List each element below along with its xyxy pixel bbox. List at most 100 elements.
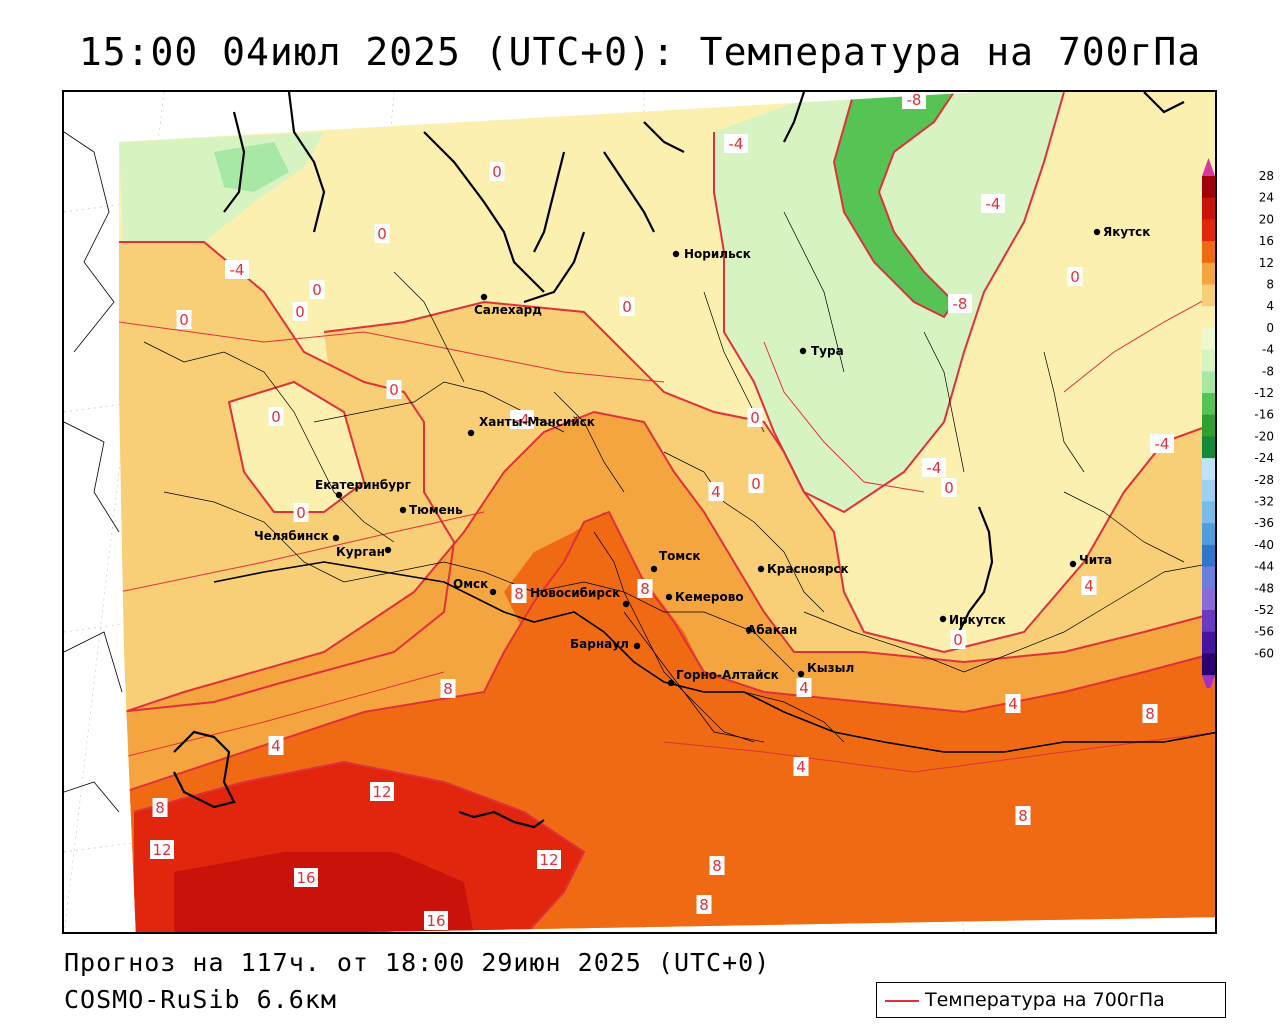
contour-label-box: [294, 868, 318, 887]
contour-label-box: [981, 194, 1005, 213]
contour-label-40: 16: [424, 911, 448, 930]
city-dot: [622, 600, 630, 608]
city-10: Омск: [453, 577, 497, 596]
contour-label-box: [511, 584, 527, 603]
contour-label-23: 4: [1081, 576, 1097, 595]
contour-label-box: [1081, 576, 1097, 595]
map-title: 15:00 04июл 2025 (UTC+0): Температура на…: [78, 30, 1202, 74]
contour-label-35: 8: [1015, 806, 1031, 825]
contour-label-text: 0: [377, 225, 387, 243]
scale-cell: [1202, 176, 1215, 199]
contour-label-text: 4: [271, 737, 281, 755]
scale-cell: [1202, 588, 1215, 611]
contour-label-box: [152, 798, 168, 817]
city-dot: [384, 546, 392, 554]
contour-label-text: 12: [152, 841, 171, 859]
contour-label-text: 16: [296, 869, 315, 887]
city-3: Салехард: [474, 293, 542, 317]
contour-label-4: 0: [374, 224, 390, 243]
legend: Температура на 700гПа: [876, 982, 1226, 1018]
contour-label-30: 8: [1142, 704, 1158, 723]
city-dot: [332, 534, 340, 542]
state-border: [213, 561, 1215, 753]
model-info: COSMO-RuSib 6.6км: [64, 985, 337, 1014]
scale-cell: [1202, 371, 1215, 394]
city-8: Челябинск: [254, 529, 340, 543]
contour-label-text: 0: [295, 303, 305, 321]
city-label: Кызыл: [807, 661, 854, 675]
contour-label-box: [293, 503, 309, 522]
contour-label-box: [724, 134, 748, 153]
scale-cell: [1202, 327, 1215, 351]
contour-label-7: -4: [981, 194, 1005, 213]
scale-cell: [1202, 631, 1215, 654]
city-label: Абакан: [747, 623, 797, 637]
city-16: Абакан: [745, 623, 797, 637]
contour-label-text: 0: [750, 409, 760, 427]
scale-label: -20: [1254, 429, 1274, 443]
contour-label-text: 8: [1018, 807, 1028, 825]
scale-cell: [1202, 219, 1215, 242]
contour-label-31: 8: [440, 679, 456, 698]
scale-cell: [1202, 501, 1215, 524]
contour-label-box: [374, 224, 390, 243]
contour-label-20: -4: [1150, 434, 1174, 453]
color-scale-cells: [1202, 158, 1215, 688]
band-12-16-altai: [504, 512, 704, 692]
scale-label: -32: [1254, 495, 1274, 509]
city-label: Чита: [1079, 553, 1112, 567]
contour-label-box: [268, 407, 284, 426]
scale-label: -48: [1254, 581, 1274, 595]
scale-cell: [1202, 414, 1215, 437]
contour-label-text: 0: [1070, 268, 1080, 286]
city-dot: [667, 679, 675, 687]
contour-label-41: 8: [709, 856, 725, 875]
city-18: Чита: [1069, 553, 1112, 568]
contour-label-text: 8: [514, 585, 524, 603]
scale-label: -52: [1254, 603, 1274, 617]
city-dot: [633, 642, 641, 650]
band-minus4-0-east: [714, 92, 1064, 512]
contour-label-box: [309, 280, 325, 299]
contour-label-box: [948, 294, 972, 313]
scale-label: -8: [1262, 364, 1274, 378]
city-12: Новосибирск: [530, 586, 630, 608]
city-dot: [757, 565, 765, 573]
contour-label-box: [489, 162, 505, 181]
scale-cell: [1202, 262, 1215, 285]
contour-label-22: 0: [941, 478, 957, 497]
legend-label: Температура на 700гПа: [925, 989, 1165, 1011]
scale-cell: [1202, 436, 1215, 459]
legend-line-swatch: [885, 1000, 919, 1002]
contour-label-text: 8: [640, 580, 650, 598]
city-label: Кемерово: [675, 590, 744, 604]
contour-label-12: 0: [619, 297, 635, 316]
contour-label-text: 12: [372, 783, 391, 801]
city-dot: [467, 429, 475, 437]
scale-cell: [1202, 523, 1215, 546]
city-11: Томск: [650, 549, 701, 573]
contour-label-37: 12: [370, 782, 394, 801]
contour-label-box: [510, 410, 534, 429]
city-14: Красноярск: [757, 562, 849, 576]
city-7: Тюмень: [399, 503, 463, 517]
city-19: Горно-Алтайск: [667, 668, 779, 687]
contour-label-text: 8: [155, 799, 165, 817]
scale-label: -4: [1262, 343, 1274, 357]
contour-label-box: [902, 92, 926, 109]
city-dot: [480, 293, 488, 301]
city-13: Кемерово: [665, 590, 744, 604]
contour-label-29: 4: [268, 736, 284, 755]
scale-label: 20: [1259, 212, 1274, 226]
scale-label: -16: [1254, 408, 1274, 422]
contour-label-text: 0: [389, 381, 399, 399]
contour-label-text: 0: [179, 311, 189, 329]
city-dot: [797, 670, 805, 678]
contour-label-box: [440, 679, 456, 698]
contour-label-box: [1015, 806, 1031, 825]
scale-cell: [1202, 610, 1215, 633]
scale-cell: [1202, 393, 1215, 416]
city-dot: [939, 615, 947, 623]
